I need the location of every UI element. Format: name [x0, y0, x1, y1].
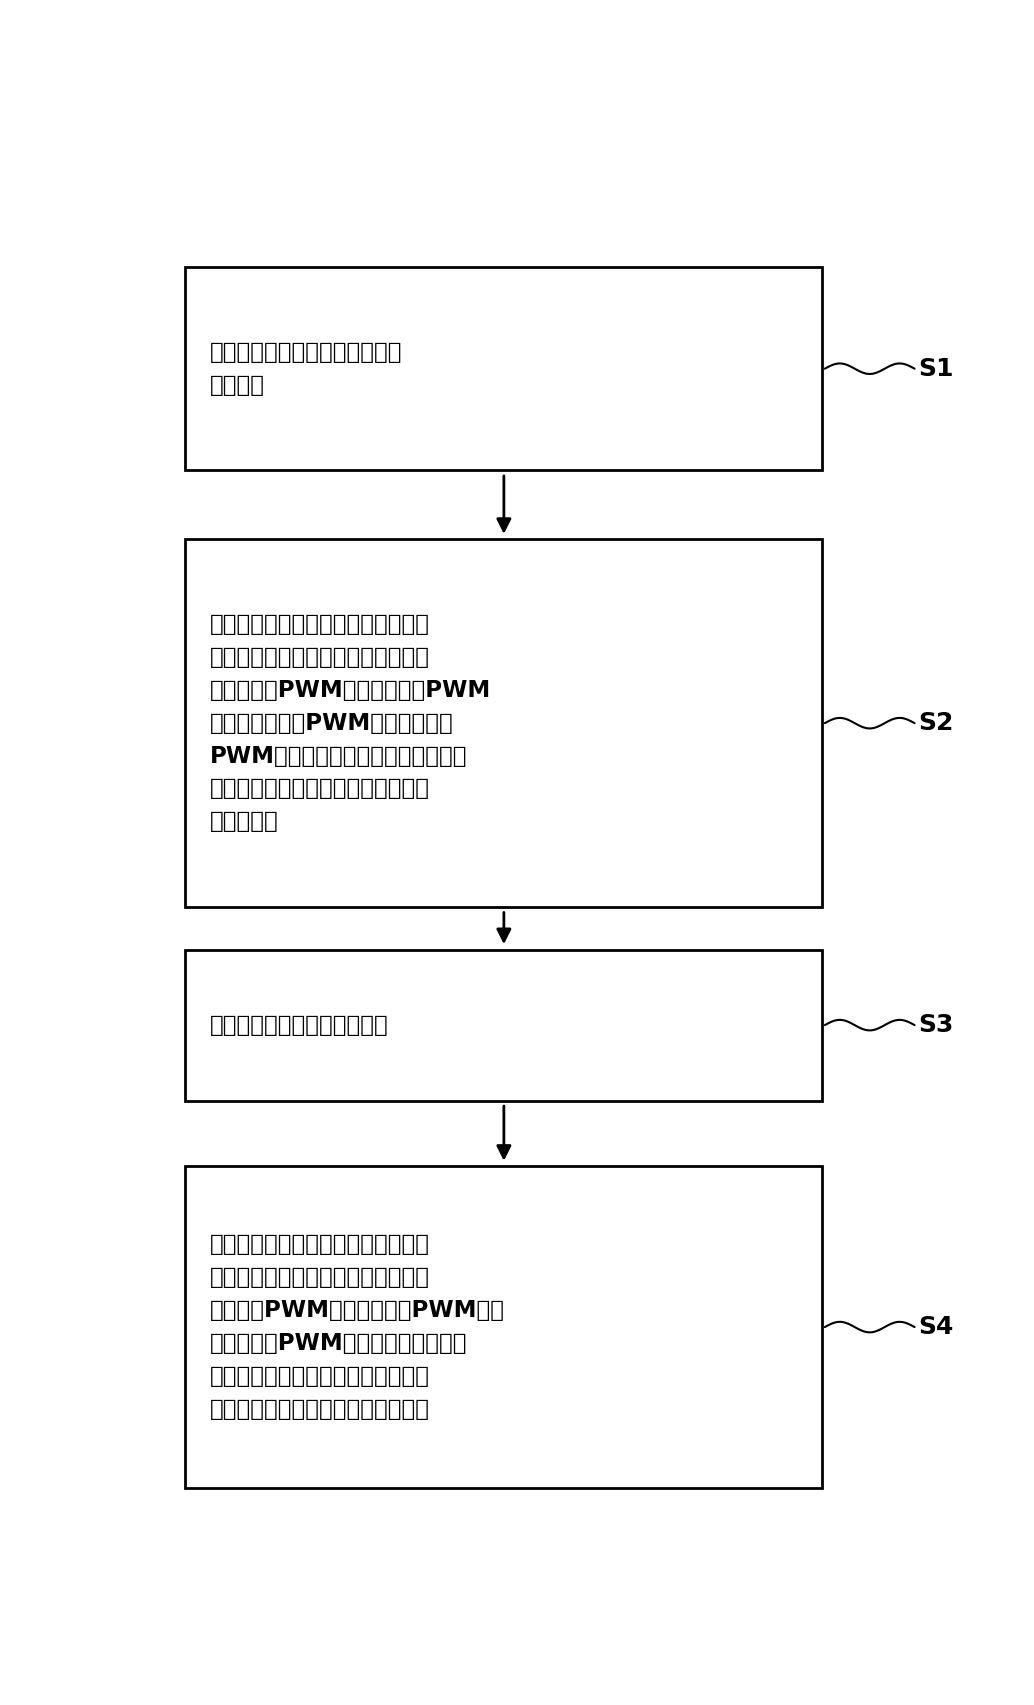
- Bar: [185, 950, 822, 1101]
- Text: S2: S2: [918, 711, 954, 735]
- Bar: [185, 1166, 822, 1488]
- Text: 获取移相全桥变换器对应的最小
移相角；: 获取移相全桥变换器对应的最小 移相角；: [209, 341, 402, 397]
- Text: S3: S3: [918, 1013, 954, 1037]
- Text: S4: S4: [918, 1315, 954, 1338]
- Bar: [185, 268, 822, 471]
- Bar: [185, 539, 822, 907]
- Text: S1: S1: [918, 356, 954, 380]
- Text: 根据最小移相角计算分别与原边全桥
电路、副边同步整流电路及有源钳位
电路对应的PWM波，并将每一PWM
波设置到对应的PWM通道，其中，
PWM通道与原边全桥电: 根据最小移相角计算分别与原边全桥 电路、副边同步整流电路及有源钳位 电路对应的P…: [209, 614, 491, 834]
- Text: 根据新移相角计算分别与原边全桥电
路、副边同步整流电路及有源钳位电
路对应的PWM波，并将每一PWM波设
置到对应的PWM通道，然后执行根据
预设规则获取新移相: 根据新移相角计算分别与原边全桥电 路、副边同步整流电路及有源钳位电 路对应的PW…: [209, 1233, 505, 1420]
- Text: 根据预设规则获取新移相角；: 根据预设规则获取新移相角；: [209, 1014, 388, 1037]
